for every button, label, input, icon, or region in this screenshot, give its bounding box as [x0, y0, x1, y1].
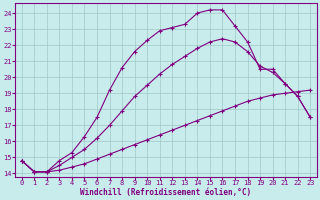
- X-axis label: Windchill (Refroidissement éolien,°C): Windchill (Refroidissement éolien,°C): [80, 188, 252, 197]
